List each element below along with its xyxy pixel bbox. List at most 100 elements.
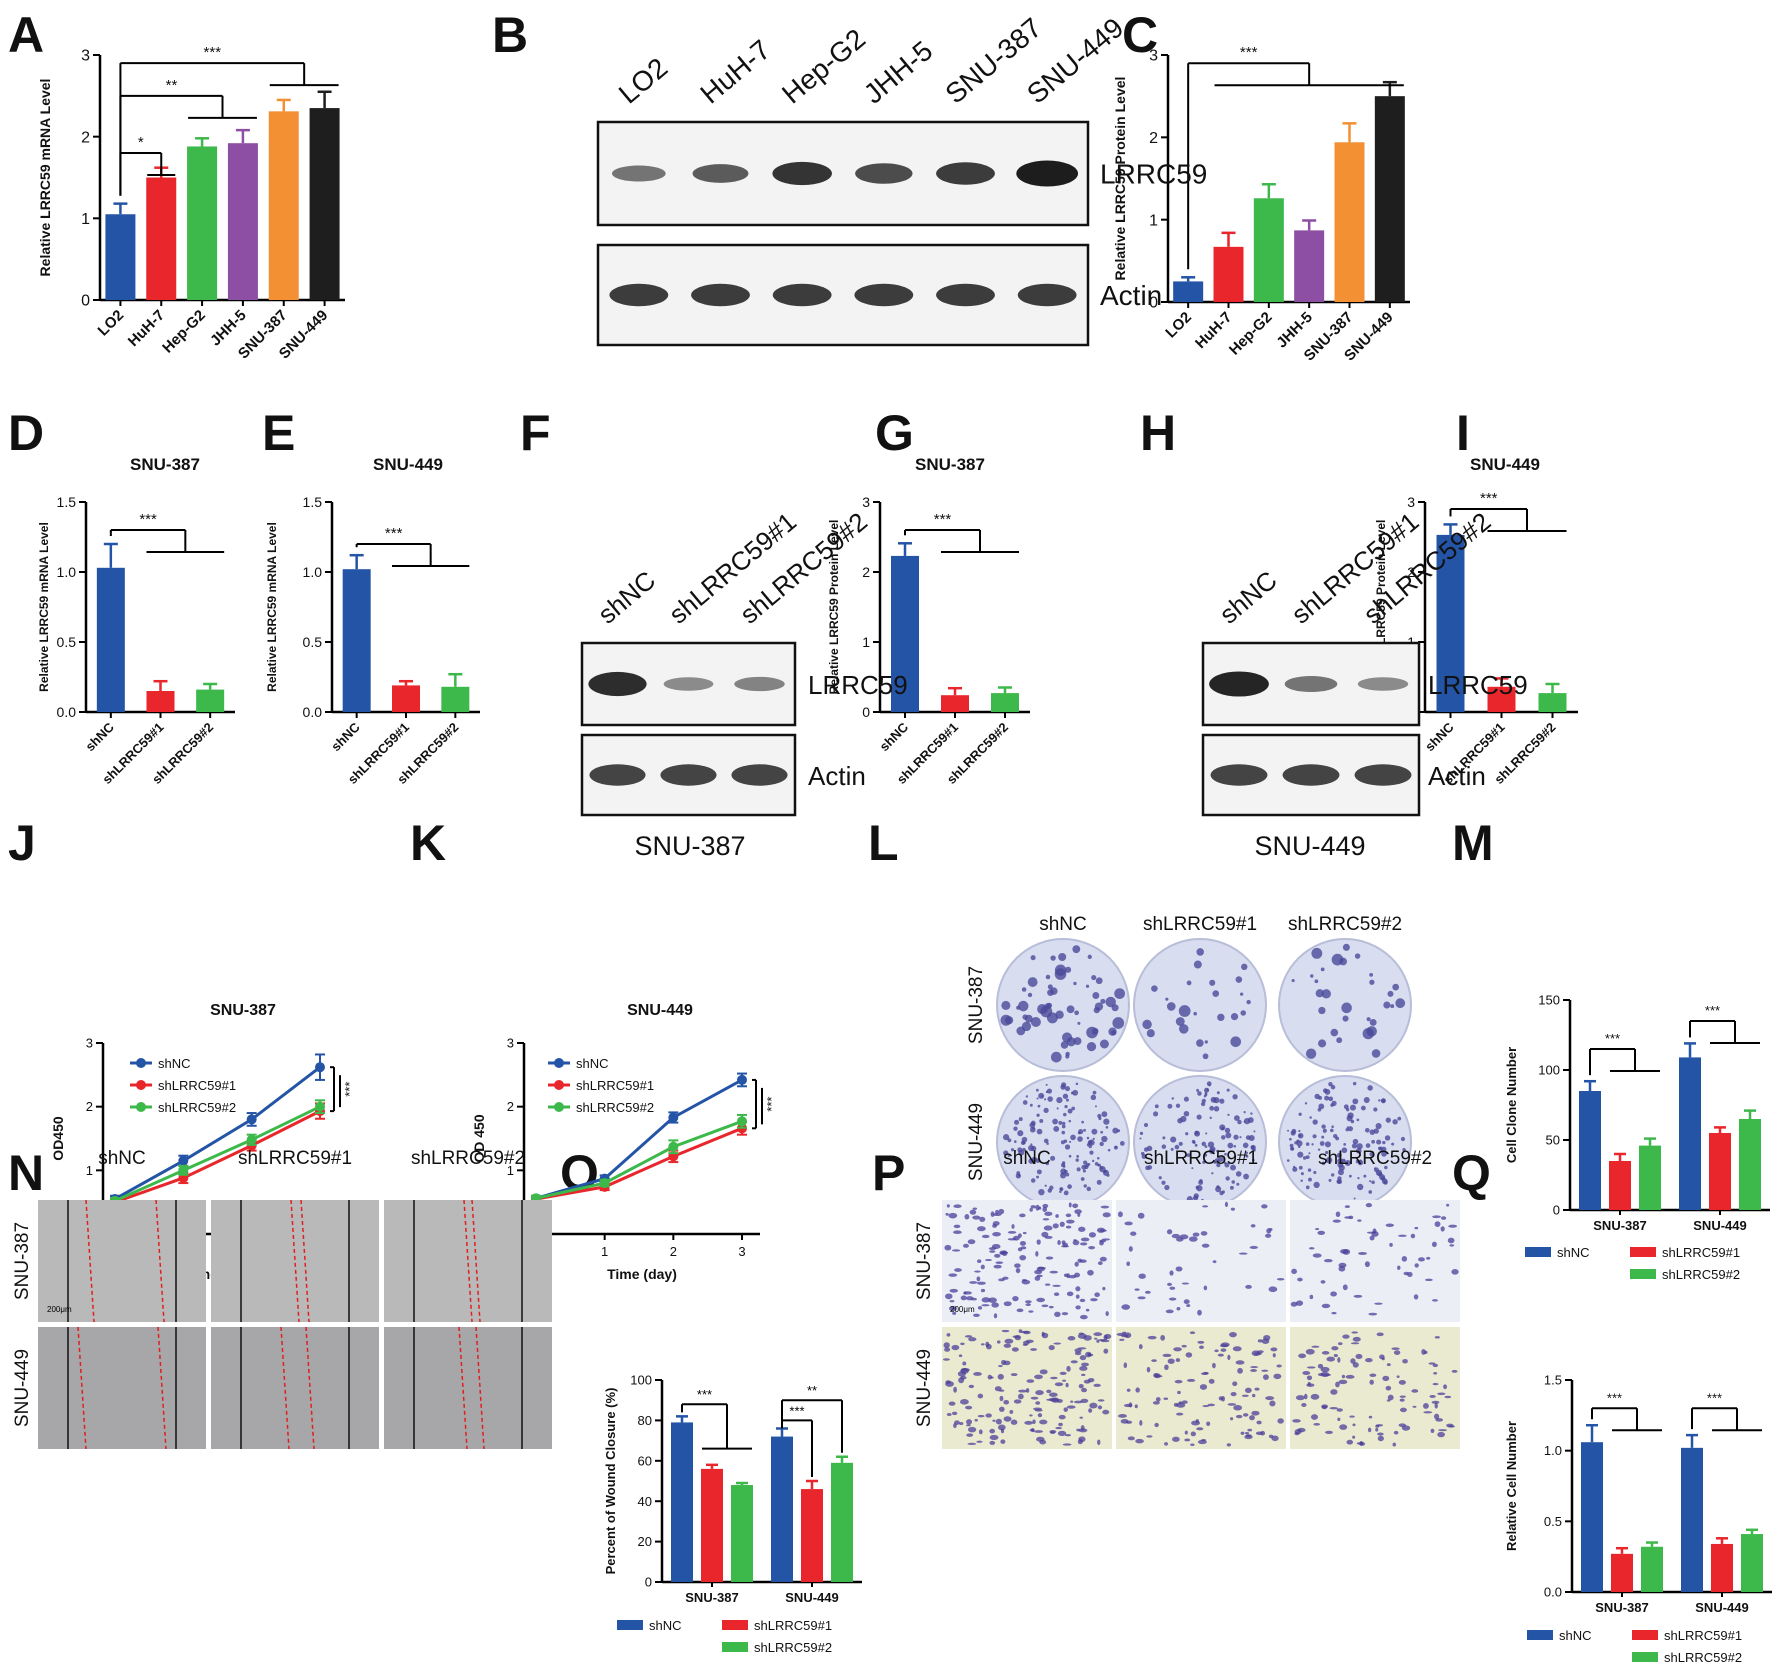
panel-letter-A: A (8, 7, 44, 63)
colony (1043, 1138, 1049, 1144)
colony (1321, 1135, 1325, 1139)
colony (1216, 1185, 1220, 1189)
lane-label: LO2 (613, 52, 673, 110)
stained-cell (1233, 1404, 1243, 1411)
stained-cell (1100, 1205, 1110, 1209)
stained-cell (1444, 1395, 1452, 1399)
stained-cell (1398, 1380, 1406, 1385)
colony (1221, 1127, 1225, 1131)
stained-cell (1117, 1211, 1123, 1218)
colony (1383, 1180, 1388, 1185)
stained-cell (1389, 1242, 1393, 1247)
stained-cell (1036, 1436, 1045, 1442)
colony (1245, 1154, 1249, 1158)
data-point (668, 1141, 679, 1152)
chart-title: SNU-387 (130, 455, 200, 474)
colony (1094, 1002, 1104, 1011)
bar-SNU-449 (309, 108, 340, 300)
stained-cell (1302, 1370, 1311, 1375)
colony (1227, 1113, 1230, 1117)
stained-cell (948, 1212, 958, 1219)
bar-shLRRC59#2 (1639, 1145, 1661, 1210)
stained-cell (1169, 1270, 1174, 1276)
stained-cell (1074, 1348, 1082, 1353)
stained-cell (1332, 1219, 1341, 1223)
colony (1226, 1088, 1230, 1092)
stained-cell (1441, 1216, 1447, 1220)
band-label: Actin (1100, 280, 1162, 311)
colony (1086, 1041, 1097, 1052)
row-label: SNU-449 (966, 1103, 987, 1181)
stained-cell (1066, 1291, 1074, 1297)
stained-cell (1045, 1256, 1054, 1260)
chart-D: 0.00.51.01.5shNCshLRRC59#1shLRRC59#2SNU-… (37, 455, 235, 787)
colony (1085, 984, 1090, 988)
colony (1065, 1098, 1069, 1102)
data-point (315, 1062, 325, 1073)
stained-cell (1344, 1216, 1352, 1219)
colony (1030, 1143, 1033, 1146)
colony (1353, 1197, 1356, 1200)
stained-cell (1039, 1419, 1048, 1425)
colony (1076, 1155, 1080, 1158)
stained-cell (977, 1414, 985, 1418)
protein-band (588, 671, 647, 697)
y-tick-label: 3 (862, 494, 870, 510)
y-tick-label: 0.5 (303, 634, 323, 650)
stained-cell (981, 1297, 991, 1303)
stained-cell (1168, 1297, 1177, 1301)
stained-cell (985, 1258, 992, 1262)
colony (1088, 1144, 1092, 1149)
stained-cell (980, 1343, 985, 1346)
bar-shLRRC59#1 (1609, 1161, 1631, 1210)
blot-caption: SNU-387 (634, 831, 745, 861)
colony (1085, 1162, 1090, 1167)
wound-image (38, 1200, 206, 1322)
colony (1192, 1141, 1196, 1145)
stained-cell (1024, 1420, 1034, 1425)
sig-label: *** (385, 525, 403, 542)
stained-cell (980, 1288, 986, 1293)
stained-cell (1339, 1424, 1348, 1430)
transwell-image (1290, 1200, 1460, 1322)
stained-cell (1175, 1412, 1184, 1416)
stained-cell (1349, 1415, 1355, 1418)
stained-cell (1097, 1439, 1101, 1446)
stained-cell (1020, 1246, 1027, 1250)
colony (1046, 1088, 1053, 1094)
colony (1100, 998, 1106, 1004)
colony (1371, 1180, 1375, 1185)
stained-cell (1099, 1256, 1107, 1262)
y-tick-label: 2 (862, 564, 870, 580)
colony (1289, 1143, 1294, 1148)
stained-cell (1396, 1375, 1400, 1378)
stained-cell (960, 1375, 967, 1380)
stained-cell (1175, 1266, 1183, 1272)
colony (1341, 1158, 1346, 1163)
colony (1025, 1095, 1029, 1098)
colony (1083, 1128, 1086, 1132)
column-label: shLRRC59#2 (1288, 914, 1402, 935)
protein-band (609, 283, 669, 307)
stained-cell (1154, 1373, 1161, 1379)
colony (1343, 1143, 1347, 1146)
colony (1354, 953, 1361, 959)
y-tick-label: 40 (638, 1494, 652, 1509)
column-label: shNC (98, 1148, 146, 1169)
data-point (668, 1112, 679, 1123)
colony (1239, 992, 1244, 996)
colony (1153, 1111, 1159, 1117)
colony (1221, 1135, 1226, 1140)
colony (1069, 1140, 1072, 1143)
stained-cell (989, 1428, 996, 1434)
colony (1253, 1130, 1256, 1133)
stained-cell (1090, 1298, 1098, 1302)
colony (1287, 1129, 1290, 1132)
legend-label: shNC (576, 1056, 609, 1071)
stained-cell (991, 1244, 1001, 1250)
stained-cell (1138, 1344, 1143, 1350)
protein-band (1209, 671, 1269, 697)
series-line-shNC (114, 1066, 321, 1201)
bar-LO2 (105, 214, 136, 300)
